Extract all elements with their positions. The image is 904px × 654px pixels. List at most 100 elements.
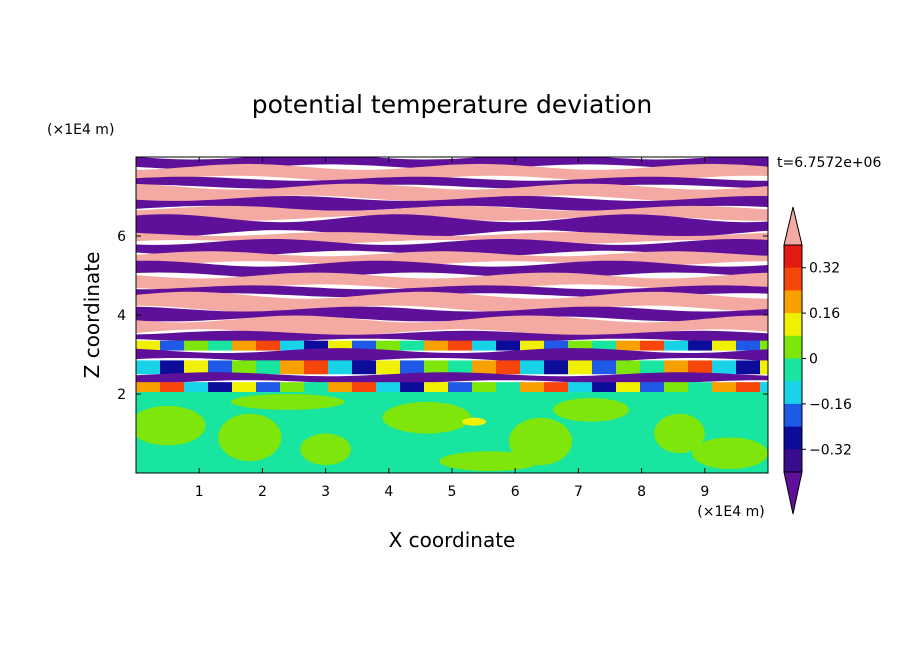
- x-tick-label: 7: [574, 484, 583, 500]
- field-band: [136, 196, 768, 211]
- field-cell: [400, 360, 425, 375]
- field-cell: [208, 382, 233, 393]
- field-band: [136, 272, 768, 291]
- field-cell: [256, 382, 281, 393]
- field-blob: [230, 394, 345, 410]
- colorbar-swatch: [784, 403, 802, 428]
- colorbar-tick-label: 0.16: [809, 306, 840, 322]
- field-blob: [462, 417, 487, 426]
- field-cell: [592, 382, 617, 393]
- y-tick-label: 2: [117, 387, 126, 403]
- field-blob: [382, 401, 471, 434]
- field-cell: [280, 340, 305, 351]
- field-band: [136, 214, 768, 238]
- field-cell: [472, 382, 497, 393]
- field-cell: [280, 360, 305, 375]
- field-cell: [544, 340, 569, 351]
- field-cell: [592, 340, 617, 351]
- field-cell: [424, 340, 449, 351]
- field-cell: [184, 360, 209, 375]
- time-label: t=6.7572e+06: [777, 155, 881, 171]
- field-band: [136, 330, 768, 343]
- x-tick-label: 6: [511, 484, 520, 500]
- colorbar-swatch: [784, 313, 802, 337]
- colorbar-tick-label: 0.32: [809, 261, 840, 277]
- colorbar-swatch: [784, 290, 802, 314]
- field-cell: [304, 360, 329, 375]
- field-cell: [520, 360, 545, 375]
- x-tick-label: 1: [195, 484, 204, 500]
- y-unit-label: (×1E4 m): [47, 122, 114, 138]
- x-tick-label: 5: [448, 484, 457, 500]
- field-cell: [736, 360, 761, 375]
- field-blob: [654, 413, 705, 454]
- field-band: [136, 306, 768, 322]
- colorbar: 0.32 0.16 0 −0.16 −0.32: [783, 206, 852, 515]
- field-cell: [760, 340, 768, 351]
- field-cell: [376, 382, 401, 393]
- field-blob: [553, 397, 629, 422]
- field-cell: [544, 382, 569, 393]
- field-blob: [300, 433, 351, 466]
- field-cell: [352, 360, 377, 375]
- colorbar-over-triangle: [783, 206, 803, 246]
- field-cell: [736, 382, 761, 393]
- y-tick-label: 6: [117, 229, 126, 245]
- field-cell: [328, 340, 353, 351]
- field-band: [136, 176, 768, 189]
- colorbar-swatch: [784, 358, 802, 382]
- colorbar-tick-label: −0.32: [809, 442, 852, 458]
- field-cell: [376, 360, 401, 375]
- field-cell: [544, 360, 569, 375]
- field-band: [136, 315, 768, 337]
- colorbar-swatch: [784, 426, 802, 450]
- field-cell: [664, 382, 689, 393]
- x-tick-label: 4: [384, 484, 393, 500]
- field-cell: [760, 360, 768, 375]
- field-cell: [136, 340, 161, 351]
- field-cell: [688, 360, 713, 375]
- field-cell: [736, 340, 761, 351]
- field-cell: [712, 382, 737, 393]
- field-cell: [664, 340, 689, 351]
- field-cell: [496, 340, 521, 351]
- field-cell: [496, 360, 521, 375]
- field-cell: [352, 382, 377, 393]
- field-cell: [496, 382, 521, 393]
- field-cell: [472, 340, 497, 351]
- field-cell: [400, 382, 425, 393]
- field-cell: [448, 360, 473, 375]
- field-cell: [376, 340, 401, 351]
- field-cell: [184, 340, 209, 351]
- field-cell: [160, 360, 185, 375]
- field-cell: [640, 382, 665, 393]
- field-cell: [448, 382, 473, 393]
- field-cell: [568, 382, 593, 393]
- field-band: [136, 205, 768, 221]
- field-band: [136, 157, 768, 170]
- field-cell: [712, 340, 737, 351]
- field-cell: [688, 340, 713, 351]
- field-band: [136, 348, 768, 363]
- field-cell: [520, 382, 545, 393]
- field-cell: [232, 360, 257, 375]
- field-cell: [136, 382, 161, 393]
- field-band: [136, 163, 768, 182]
- field-cell: [592, 360, 617, 375]
- field-cell: [424, 360, 449, 375]
- colorbar-swatch: [784, 335, 802, 359]
- field-cell: [160, 382, 185, 393]
- x-tick-label: 9: [700, 484, 709, 500]
- field-blob: [692, 437, 768, 470]
- field-cell: [664, 360, 689, 375]
- field-cell: [280, 382, 305, 393]
- colorbar-under-triangle: [783, 471, 803, 515]
- field-cell: [712, 360, 737, 375]
- field-cell: [328, 382, 353, 393]
- colorbar-swatch: [784, 381, 802, 405]
- x-axis-label: X coordinate: [389, 528, 516, 552]
- field-blob: [218, 413, 282, 462]
- x-unit-label: (×1E4 m): [697, 504, 764, 520]
- field-cell: [640, 360, 665, 375]
